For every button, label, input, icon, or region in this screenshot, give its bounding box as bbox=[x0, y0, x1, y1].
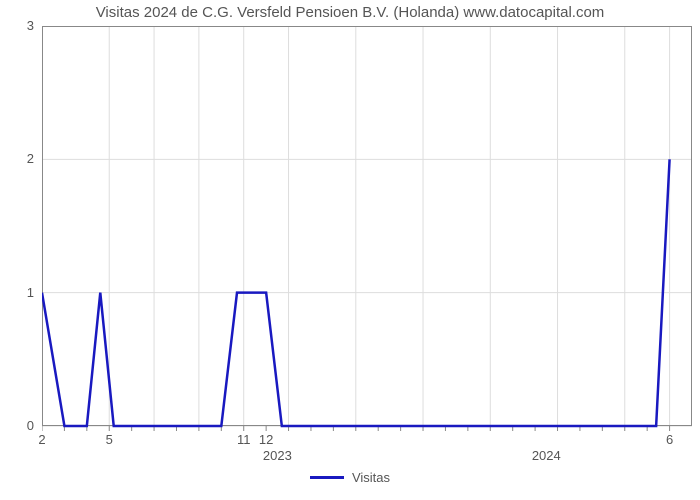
y-tick-label: 2 bbox=[14, 151, 34, 166]
x-tick-label: 6 bbox=[660, 432, 680, 447]
legend: Visitas bbox=[0, 470, 700, 485]
x-tick-label: 12 bbox=[256, 432, 276, 447]
plot-area bbox=[42, 26, 692, 426]
x-tick-label: 5 bbox=[99, 432, 119, 447]
y-tick-label: 3 bbox=[14, 18, 34, 33]
chart-title: Visitas 2024 de C.G. Versfeld Pensioen B… bbox=[0, 4, 700, 21]
plot-svg bbox=[42, 26, 692, 438]
chart-container: { "chart": { "type": "line", "title": "V… bbox=[0, 0, 700, 500]
y-tick-label: 1 bbox=[14, 285, 34, 300]
legend-line bbox=[310, 476, 344, 479]
x-tick-label: 11 bbox=[234, 432, 254, 447]
y-tick-label: 0 bbox=[14, 418, 34, 433]
x-year-label: 2023 bbox=[252, 448, 302, 463]
legend-label: Visitas bbox=[352, 470, 390, 485]
x-tick-label: 2 bbox=[32, 432, 52, 447]
x-year-label: 2024 bbox=[521, 448, 571, 463]
